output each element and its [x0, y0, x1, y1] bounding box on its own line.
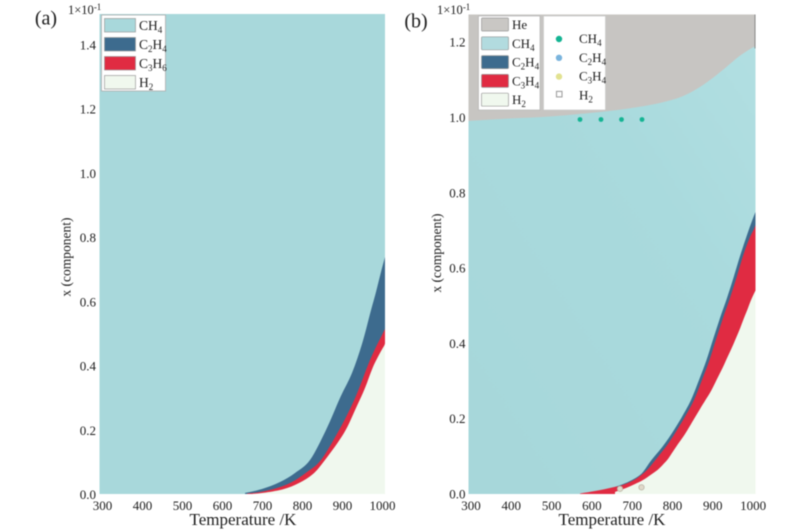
svg-text:0.2: 0.2: [449, 411, 465, 426]
svg-text:600: 600: [213, 498, 233, 513]
svg-text:0.8: 0.8: [80, 230, 96, 245]
svg-text:700: 700: [622, 498, 642, 513]
svg-text:0.8: 0.8: [449, 185, 465, 200]
svg-text:CH4: CH4: [512, 36, 535, 53]
svg-text:1×10-1: 1×10-1: [68, 2, 101, 17]
svg-text:800: 800: [663, 498, 683, 513]
svg-text:(b): (b): [404, 11, 427, 33]
svg-text:0.4: 0.4: [449, 336, 466, 351]
svg-text:400: 400: [502, 498, 522, 513]
svg-text:300: 300: [93, 498, 113, 513]
svg-text:x (component): x (component): [429, 213, 444, 292]
svg-text:500: 500: [542, 498, 562, 513]
svg-text:900: 900: [333, 498, 353, 513]
svg-text:C3H6: C3H6: [139, 56, 167, 73]
svg-text:1.2: 1.2: [80, 102, 96, 117]
svg-text:C2H4: C2H4: [512, 55, 540, 72]
svg-text:x (component): x (component): [59, 217, 74, 296]
svg-text:0.6: 0.6: [449, 261, 466, 276]
svg-text:0.2: 0.2: [80, 423, 96, 438]
svg-text:500: 500: [173, 498, 193, 513]
svg-text:1.4: 1.4: [80, 38, 97, 53]
svg-text:1.0: 1.0: [449, 110, 465, 125]
svg-text:600: 600: [582, 498, 602, 513]
svg-text:CH4: CH4: [579, 31, 602, 48]
svg-text:C2H4: C2H4: [579, 50, 607, 67]
svg-text:800: 800: [293, 498, 313, 513]
svg-text:C2H4: C2H4: [139, 37, 167, 54]
svg-text:0.6: 0.6: [80, 294, 97, 309]
svg-text:400: 400: [133, 498, 153, 513]
svg-text:1.0: 1.0: [80, 166, 96, 181]
svg-text:Temperature /K: Temperature /K: [190, 510, 298, 529]
svg-text:(a): (a): [35, 8, 57, 30]
svg-text:He: He: [512, 17, 527, 32]
svg-text:0.4: 0.4: [80, 359, 97, 374]
svg-text:C3H4: C3H4: [512, 73, 540, 90]
svg-text:300: 300: [461, 498, 481, 513]
svg-text:700: 700: [253, 498, 273, 513]
svg-text:1.2: 1.2: [449, 35, 465, 50]
svg-text:0.0: 0.0: [449, 487, 465, 502]
svg-text:CH4: CH4: [139, 18, 163, 35]
svg-text:1×10-1: 1×10-1: [437, 2, 470, 17]
svg-text:1000: 1000: [740, 498, 766, 513]
svg-text:1000: 1000: [370, 498, 396, 513]
svg-text:0.0: 0.0: [80, 487, 96, 502]
svg-text:900: 900: [703, 498, 723, 513]
svg-text:Temperature /K: Temperature /K: [559, 510, 667, 529]
svg-text:C3H4: C3H4: [579, 69, 607, 86]
